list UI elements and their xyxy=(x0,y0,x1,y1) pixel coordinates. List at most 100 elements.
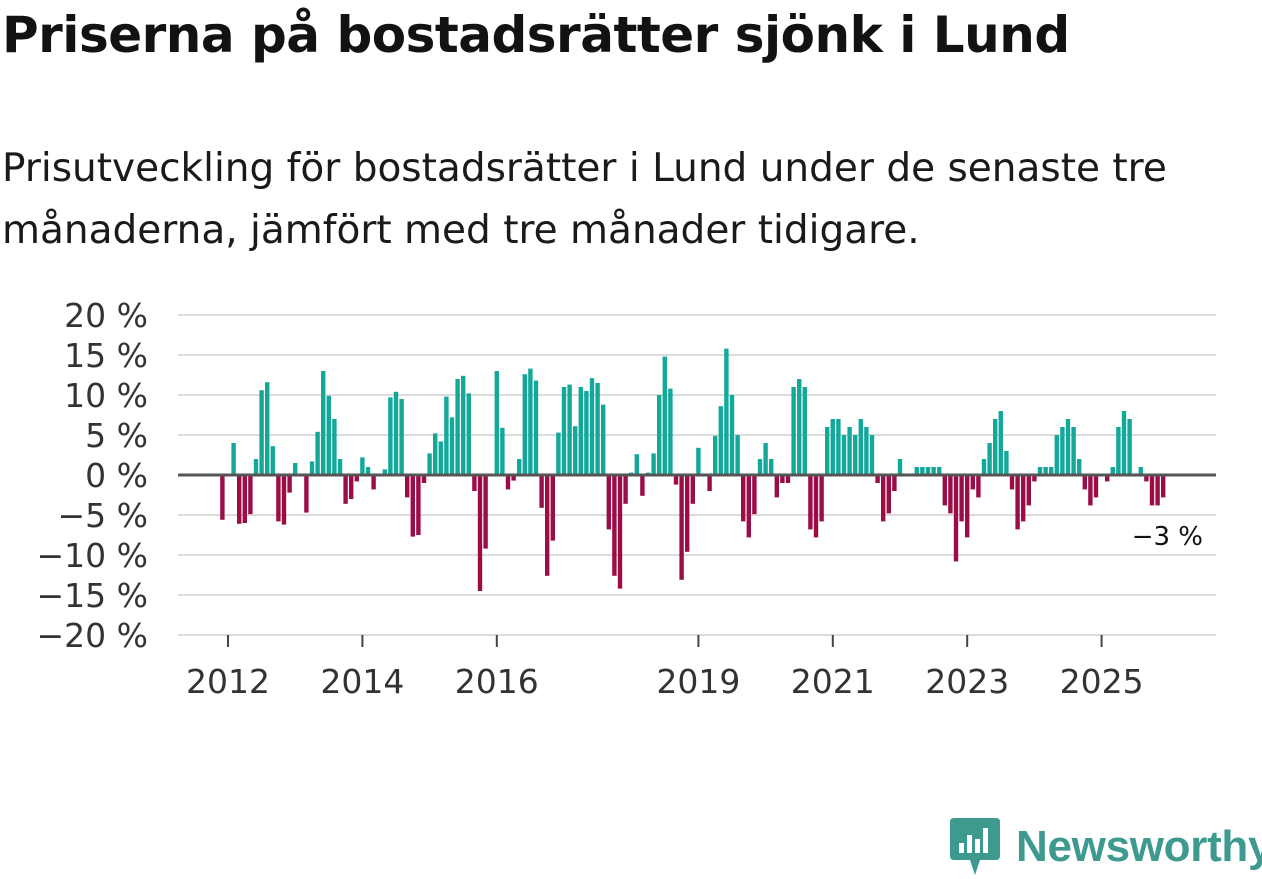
bar xyxy=(881,475,886,522)
y-tick-label: 5 % xyxy=(85,416,148,455)
bar xyxy=(685,475,690,552)
bar xyxy=(651,453,656,475)
bar xyxy=(942,475,947,506)
y-tick-label: −5 % xyxy=(58,496,149,535)
bar xyxy=(237,475,242,524)
bar xyxy=(724,348,729,475)
bar xyxy=(679,475,684,580)
bar xyxy=(959,475,964,522)
bar xyxy=(427,453,432,475)
bar xyxy=(281,475,287,525)
bar xyxy=(309,461,315,475)
bar xyxy=(802,387,807,475)
bar xyxy=(668,388,673,475)
bar xyxy=(718,406,723,475)
bar xyxy=(595,383,600,475)
bar xyxy=(769,459,774,475)
newsworthy-logo: Newsworthy xyxy=(950,818,1262,876)
last-value-annotation: −3 % xyxy=(1132,522,1203,552)
bar xyxy=(539,475,544,508)
bar xyxy=(1060,427,1065,475)
annotation-label: −3 % xyxy=(1132,522,1203,552)
bar xyxy=(1026,475,1031,506)
bar xyxy=(444,396,449,475)
bar xyxy=(785,475,791,483)
bar xyxy=(965,475,970,538)
bar xyxy=(505,475,511,490)
bar xyxy=(550,475,555,541)
bar xyxy=(433,433,438,475)
bar xyxy=(976,475,981,498)
bar xyxy=(853,435,858,475)
bar xyxy=(511,475,516,481)
bar xyxy=(886,475,891,514)
bar xyxy=(332,419,337,475)
brand-name: Newsworthy xyxy=(1016,822,1262,871)
bar xyxy=(1071,427,1076,475)
newsworthy-logo-icon xyxy=(950,818,1000,875)
x-tick-label: 2025 xyxy=(1060,662,1144,701)
bar xyxy=(382,469,387,475)
bar xyxy=(522,374,527,475)
bar xyxy=(449,417,455,475)
bar xyxy=(780,475,785,483)
bar xyxy=(1049,467,1054,475)
bar xyxy=(253,459,259,475)
bar xyxy=(1161,475,1166,498)
bar xyxy=(673,475,679,485)
bar xyxy=(1138,467,1143,475)
bar xyxy=(360,457,365,475)
bar xyxy=(925,467,931,475)
bar xyxy=(981,459,987,475)
x-tick-label: 2019 xyxy=(656,662,740,701)
bar xyxy=(931,467,936,475)
bar xyxy=(791,387,796,475)
bar xyxy=(634,454,639,475)
bar xyxy=(987,443,992,475)
bar xyxy=(528,368,533,475)
bar xyxy=(819,475,824,522)
bar xyxy=(545,475,550,576)
bar xyxy=(746,475,751,538)
bar xyxy=(970,475,975,490)
bar xyxy=(601,404,606,475)
bar xyxy=(741,475,746,522)
bar xyxy=(606,475,611,530)
bar xyxy=(276,475,281,522)
bar xyxy=(483,475,488,549)
bar xyxy=(343,475,348,504)
bar xyxy=(690,475,695,504)
bar xyxy=(1121,411,1127,475)
bar xyxy=(1116,427,1121,475)
bar xyxy=(561,387,567,475)
bar xyxy=(813,475,819,538)
bar xyxy=(371,475,376,490)
bar xyxy=(920,467,925,475)
bar xyxy=(326,395,331,475)
y-tick-label: 0 % xyxy=(85,456,148,495)
bar xyxy=(584,391,589,475)
bar xyxy=(1032,475,1037,482)
bar xyxy=(388,397,393,475)
y-tick-label: 20 % xyxy=(64,296,148,335)
bar xyxy=(455,379,460,475)
bar xyxy=(825,427,830,475)
bar xyxy=(321,371,326,475)
x-tick-label: 2014 xyxy=(320,662,404,701)
bar xyxy=(897,459,903,475)
chart-title: Priserna på bostadsrätter sjönk i Lund xyxy=(2,6,1070,64)
bar xyxy=(461,375,466,475)
bar xyxy=(500,427,505,475)
bar xyxy=(713,435,718,475)
bar xyxy=(472,475,477,491)
bar xyxy=(707,475,712,491)
y-tick-label: −10 % xyxy=(37,536,149,575)
bar xyxy=(265,382,270,475)
bar xyxy=(657,395,662,475)
bar xyxy=(858,419,863,475)
bar xyxy=(1093,475,1099,498)
bar xyxy=(1088,475,1093,506)
bar xyxy=(797,379,802,475)
bar xyxy=(662,356,667,475)
bar xyxy=(729,395,735,475)
